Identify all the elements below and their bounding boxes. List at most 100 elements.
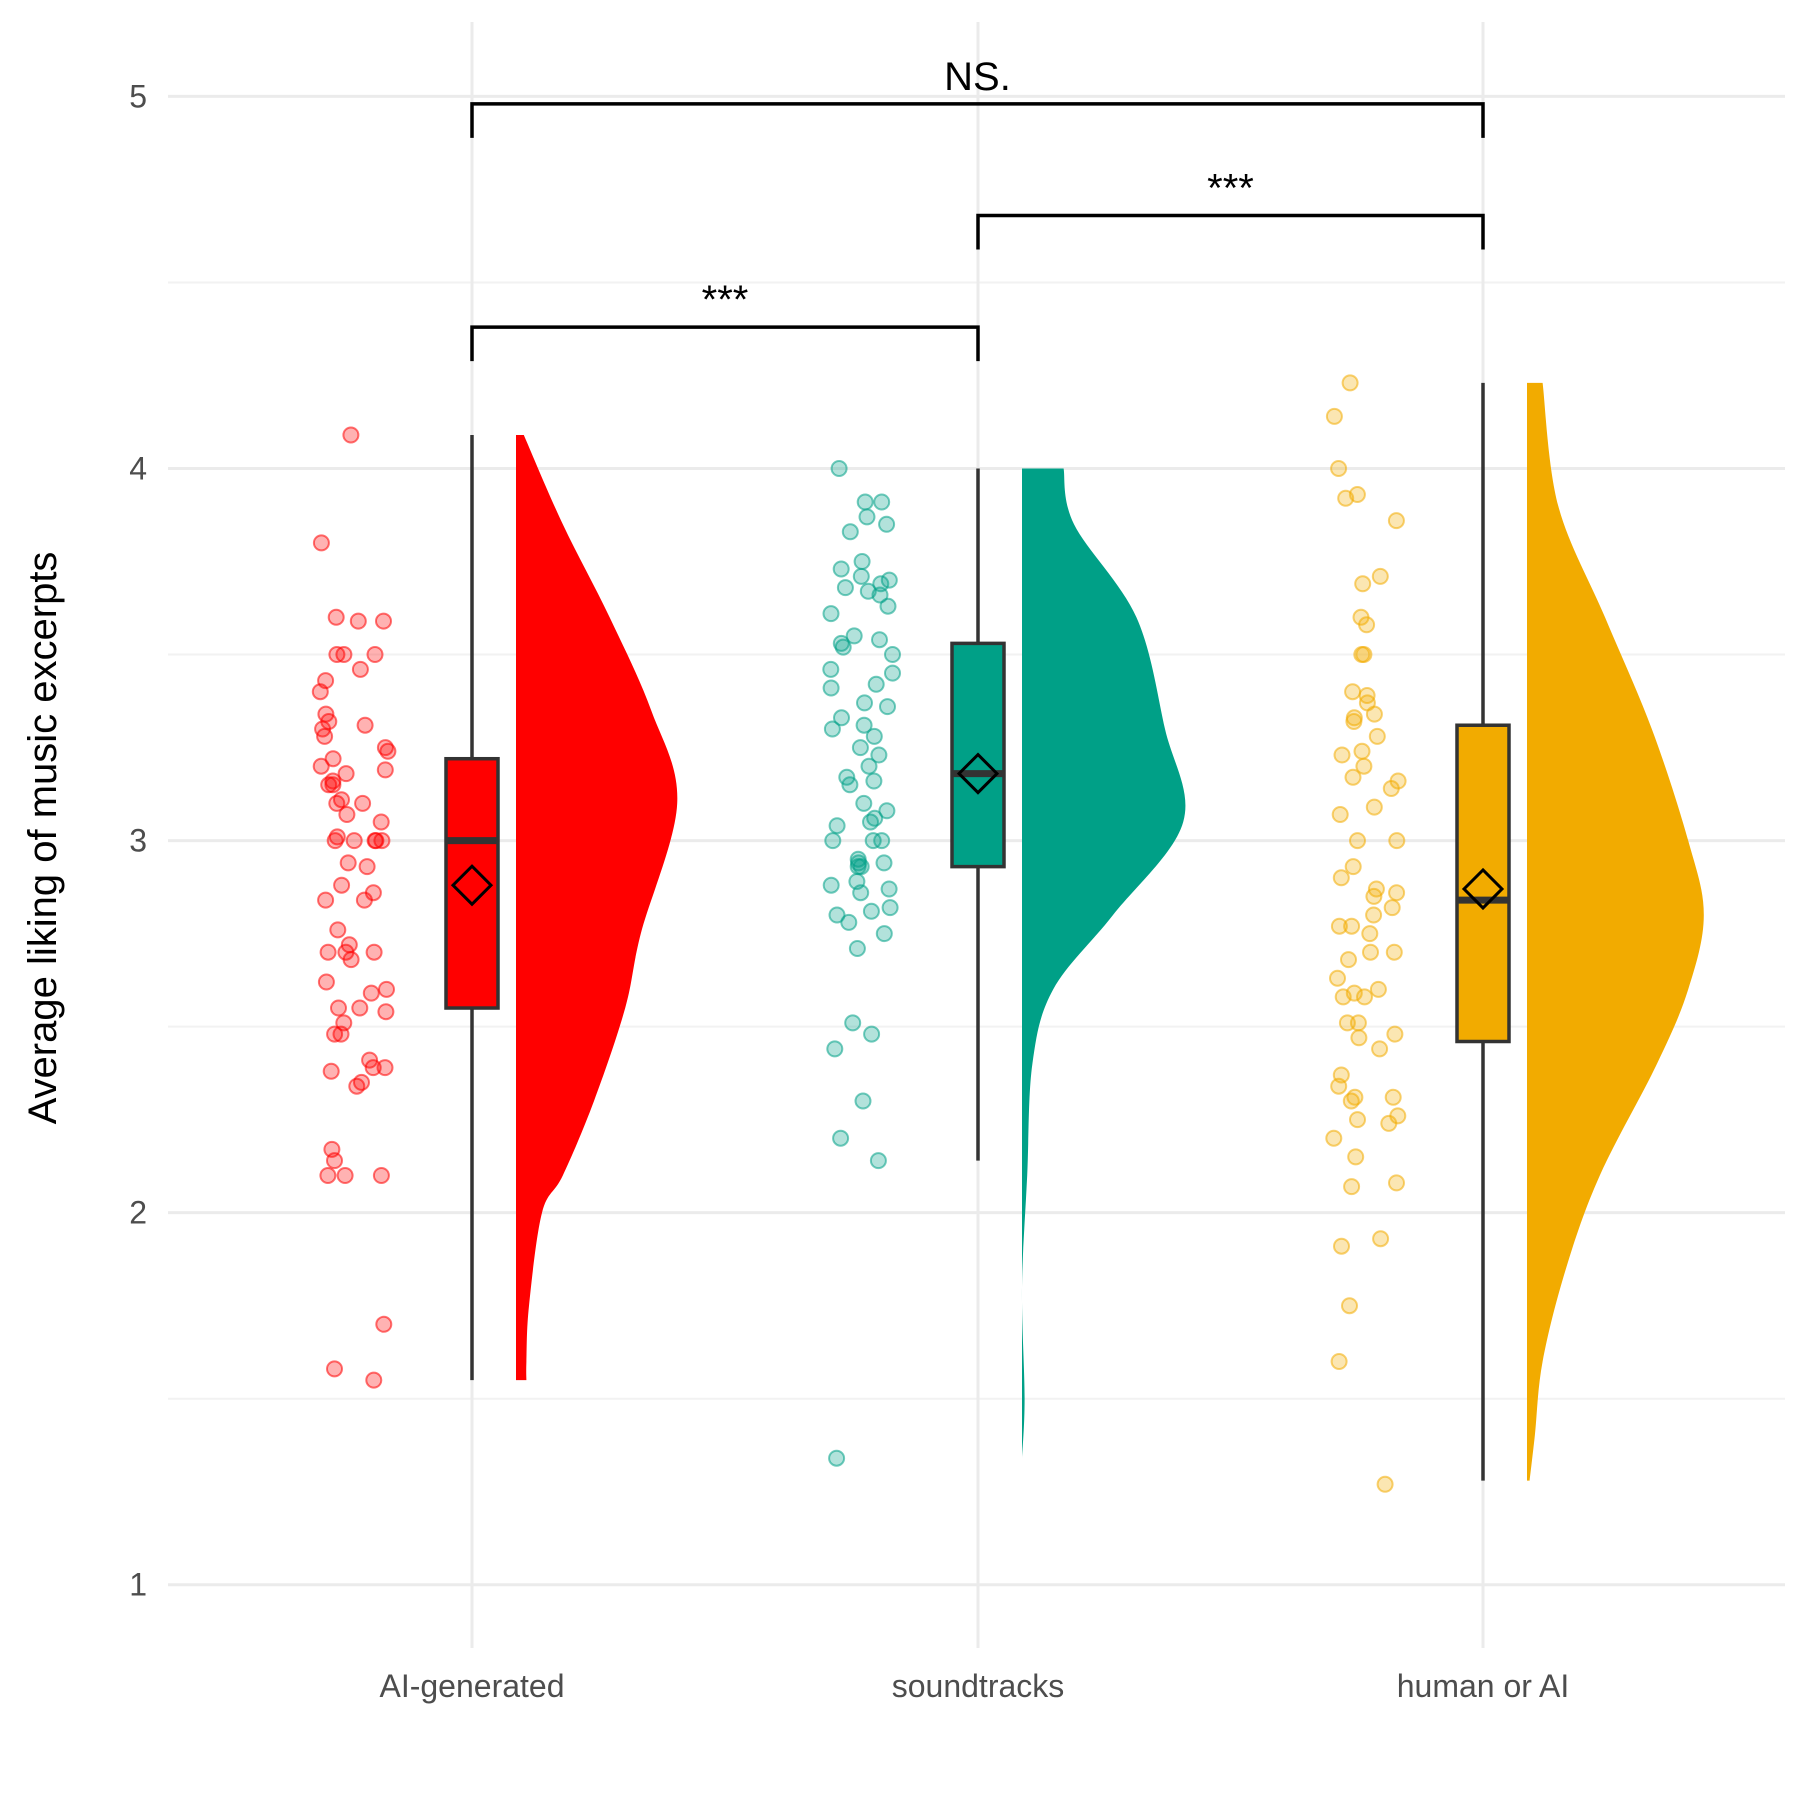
x-tick-label: soundtracks: [892, 1668, 1065, 1704]
data-point: [875, 925, 893, 943]
data-point: [349, 612, 367, 630]
data-point: [1343, 1178, 1361, 1196]
data-point: [335, 646, 353, 663]
data-point: [1365, 798, 1383, 816]
data-point: [1361, 925, 1379, 943]
data-point: [828, 817, 846, 835]
data-point: [1353, 646, 1371, 663]
significance-label: NS.: [944, 55, 1011, 99]
data-point: [372, 813, 390, 831]
data-point: [1330, 1353, 1348, 1370]
data-point: [1343, 917, 1361, 935]
data-point: [336, 1167, 354, 1184]
y-tick-label: 1: [129, 1567, 147, 1603]
data-point: [852, 884, 870, 902]
data-point: [322, 1062, 340, 1080]
data-point: [871, 631, 888, 649]
data-point: [873, 832, 891, 850]
data-point: [1384, 1088, 1402, 1106]
data-point: [865, 727, 883, 745]
data-point: [832, 560, 850, 578]
data-point: [326, 832, 344, 850]
data-point: [828, 906, 846, 924]
data-point: [828, 1449, 846, 1467]
data-point: [333, 876, 351, 894]
data-point: [867, 675, 885, 693]
data-point: [884, 646, 901, 663]
data-point: [373, 832, 391, 850]
data-point: [854, 1092, 872, 1110]
data-point: [863, 1025, 881, 1043]
data-point: [351, 999, 369, 1017]
data-point: [873, 493, 891, 511]
data-point: [317, 973, 335, 991]
data-point: [324, 776, 342, 794]
data-point: [848, 940, 866, 957]
significance-label: ***: [1207, 166, 1254, 210]
significance-brackets: *** *** NS.: [470, 55, 1485, 362]
data-point: [1332, 869, 1350, 887]
data-point: [312, 757, 330, 775]
data-point: [1334, 988, 1352, 1006]
data-point: [345, 832, 363, 850]
data-point: [878, 515, 896, 533]
data-point: [354, 794, 372, 812]
data-point: [862, 902, 880, 920]
data-point: [841, 776, 859, 794]
data-point: [1365, 887, 1383, 905]
data-point: [1371, 567, 1389, 585]
data-point: [1329, 969, 1346, 987]
data-point: [1325, 1129, 1343, 1147]
data-point: [326, 1152, 343, 1170]
data-point: [855, 794, 873, 812]
data-point: [822, 660, 840, 678]
data-point: [1371, 1040, 1389, 1058]
data-point: [316, 727, 334, 745]
data-point: [840, 913, 858, 931]
data-point: [377, 1003, 395, 1021]
data-point: [1356, 988, 1373, 1006]
data-point: [1342, 1092, 1360, 1110]
data-point: [356, 716, 374, 734]
data-point: [870, 746, 888, 764]
data-point: [1330, 460, 1348, 477]
box-plots: [444, 382, 1511, 1481]
data-point: [1337, 489, 1355, 507]
data-point: [1380, 1114, 1398, 1132]
data-point: [1358, 616, 1376, 634]
data-point: [1372, 1230, 1390, 1248]
data-point: [1386, 1025, 1404, 1043]
data-point: [1353, 742, 1371, 760]
data-point: [358, 858, 376, 876]
data-point: [853, 553, 871, 570]
data-point: [1388, 884, 1406, 902]
data-point: [320, 776, 338, 794]
jitter-points: [311, 374, 1407, 1493]
data-point: [324, 750, 342, 768]
axis-labels: 1 2 3 4 5 AI-generated soundtracks human or AI: [129, 78, 1569, 1704]
data-point: [860, 757, 878, 775]
data-point: [337, 765, 355, 783]
x-tick-label: AI-generated: [379, 1668, 564, 1704]
data-point: [366, 646, 384, 663]
data-point: [1362, 943, 1379, 961]
data-point: [869, 1152, 887, 1170]
data-point: [376, 761, 394, 779]
data-point: [348, 1077, 366, 1095]
data-point: [1376, 1475, 1394, 1493]
data-point: [339, 854, 357, 872]
box-iqr: [1455, 723, 1511, 1044]
data-point: [1347, 1148, 1365, 1166]
data-point: [378, 980, 395, 998]
data-point: [830, 460, 848, 477]
data-point: [875, 854, 893, 872]
mean-diamond: [1461, 867, 1505, 911]
data-point: [1365, 906, 1383, 924]
data-point: [881, 899, 899, 917]
data-point: [1330, 917, 1348, 935]
data-point: [376, 1059, 394, 1077]
data-point: [342, 951, 360, 969]
density-clouds: [516, 382, 1704, 1481]
data-point: [852, 567, 870, 585]
data-point: [856, 493, 874, 511]
